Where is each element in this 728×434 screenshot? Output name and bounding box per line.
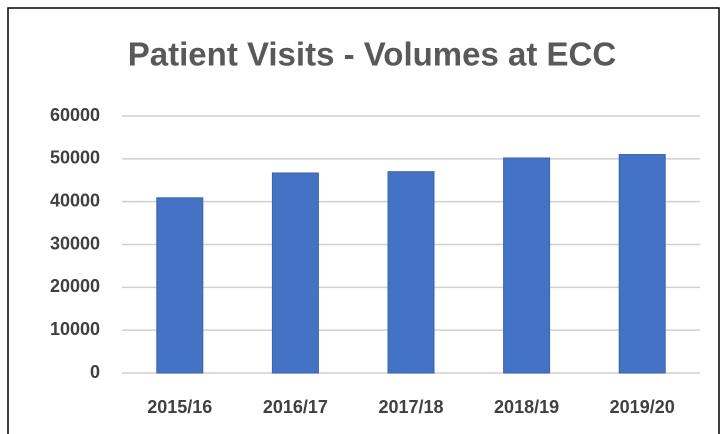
- x-tick-label: 2017/18: [378, 397, 443, 417]
- x-tick-label: 2015/16: [147, 397, 212, 417]
- bar: [387, 171, 435, 374]
- y-tick-label: 10000: [50, 319, 100, 339]
- y-tick-label: 0: [90, 362, 100, 382]
- bar: [503, 157, 551, 374]
- y-tick-label: 40000: [50, 190, 100, 210]
- y-tick-label: 20000: [50, 276, 100, 296]
- x-tick-label: 2018/19: [494, 397, 559, 417]
- bar: [618, 154, 666, 374]
- x-tick-label: 2016/17: [263, 397, 328, 417]
- x-tick-label: 2019/20: [610, 397, 675, 417]
- y-tick-label: 60000: [50, 105, 100, 125]
- bar: [271, 172, 319, 374]
- y-tick-label: 50000: [50, 148, 100, 168]
- bar: [156, 197, 204, 374]
- chart-title: Patient Visits - Volumes at ECC: [128, 36, 616, 73]
- frame: [7, 7, 720, 434]
- y-tick-label: 30000: [50, 233, 100, 253]
